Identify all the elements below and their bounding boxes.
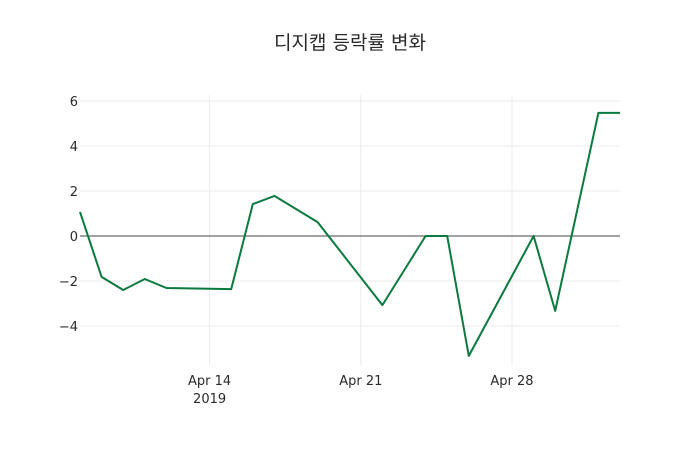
y-tick-label: −2 <box>59 275 78 290</box>
y-tick-label: 4 <box>70 140 78 155</box>
series-polyline <box>79 111 620 357</box>
x-axis-ticks: Apr 14 2019 Apr 21 Apr 28 <box>188 374 534 407</box>
y-tick-label: 0 <box>70 230 78 245</box>
y-tick-label: 6 <box>70 95 78 110</box>
x-tick-label: Apr 21 <box>339 374 382 389</box>
x-tick-label: 2019 <box>193 392 226 407</box>
x-tick-label: Apr 14 <box>188 374 231 389</box>
y-tick-label: 2 <box>70 185 78 200</box>
gridlines <box>80 95 620 365</box>
chart-title: 디지캡 등락률 변화 <box>274 32 426 54</box>
y-axis-ticks: 6 4 2 0 −2 −4 <box>59 95 78 335</box>
y-tick-label: −4 <box>59 320 78 335</box>
series-line <box>79 111 620 357</box>
x-tick-label: Apr 28 <box>490 374 533 389</box>
